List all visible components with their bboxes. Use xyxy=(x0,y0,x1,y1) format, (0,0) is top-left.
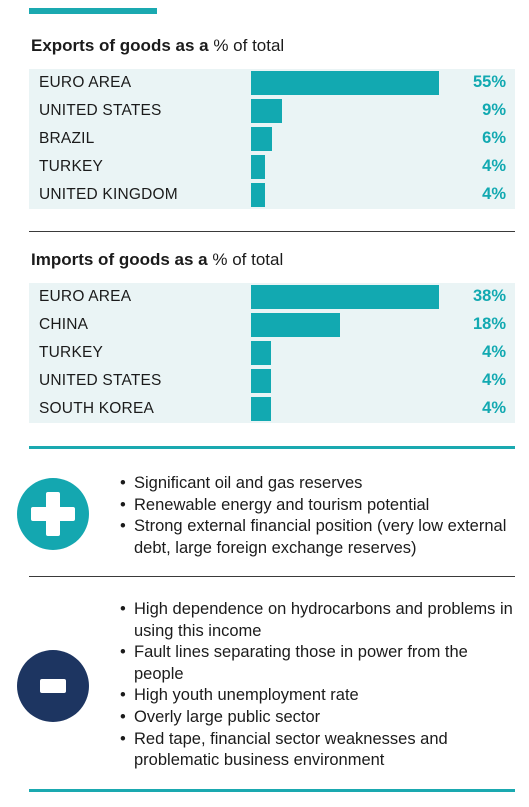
imports-title-rest: % of total xyxy=(212,250,284,269)
strengths-list: Significant oil and gas reserves Renewab… xyxy=(120,473,520,559)
imports-chart-title: Imports of goods as a % of total xyxy=(31,250,283,270)
exports-bar-table: EURO AREA 55% UNITED STATES 9% BRAZIL 6% TURKE… xyxy=(29,69,515,209)
bar xyxy=(251,285,439,309)
value-label: 4% xyxy=(482,185,506,203)
value-label: 4% xyxy=(482,399,506,417)
category-label: CHINA xyxy=(39,316,89,333)
category-label: TURKEY xyxy=(39,158,104,175)
section-divider xyxy=(29,231,515,232)
value-label: 6% xyxy=(482,129,506,147)
minus-icon xyxy=(17,650,89,722)
imports-title-bold: Imports of goods as a xyxy=(31,250,208,269)
bar xyxy=(251,341,271,365)
bar xyxy=(251,397,271,421)
weakness-item: Overly large public sector xyxy=(120,707,520,729)
bar-row: EURO AREA 38% xyxy=(29,283,515,311)
bar-row: BRAZIL 6% xyxy=(29,125,515,153)
exports-title-bold: Exports of goods as a xyxy=(31,36,209,55)
value-label: 18% xyxy=(472,315,506,333)
weakness-item: High youth unemployment rate xyxy=(120,685,520,707)
strength-item: Significant oil and gas reserves xyxy=(120,473,520,495)
value-label: 38% xyxy=(472,287,506,305)
value-label: 4% xyxy=(482,343,506,361)
category-label: EURO AREA xyxy=(39,74,132,91)
bar xyxy=(251,183,265,207)
strength-item: Strong external financial position (very… xyxy=(120,516,520,559)
bar-row: UNITED KINGDOM 4% xyxy=(29,181,515,209)
bar xyxy=(251,313,340,337)
exports-chart-title: Exports of goods as a % of total xyxy=(31,36,284,56)
value-label: 4% xyxy=(482,371,506,389)
weakness-item: Fault lines separating those in power fr… xyxy=(120,642,520,685)
category-label: BRAZIL xyxy=(39,130,95,147)
value-label: 55% xyxy=(472,73,506,91)
weaknesses-list: High dependence on hydrocarbons and prob… xyxy=(120,599,520,772)
bar-row: CHINA 18% xyxy=(29,311,515,339)
bar-row: TURKEY 4% xyxy=(29,339,515,367)
bar-row: UNITED STATES 9% xyxy=(29,97,515,125)
strength-item: Renewable energy and tourism potential xyxy=(120,495,520,517)
bar xyxy=(251,127,272,151)
weakness-item: High dependence on hydrocarbons and prob… xyxy=(120,599,520,642)
bar-row: SOUTH KOREA 4% xyxy=(29,395,515,423)
top-accent-bar xyxy=(29,8,157,14)
bottom-teal-rule xyxy=(29,789,515,792)
bar xyxy=(251,155,265,179)
bar-row: EURO AREA 55% xyxy=(29,69,515,97)
value-label: 9% xyxy=(482,101,506,119)
category-label: TURKEY xyxy=(39,344,104,361)
section-divider xyxy=(29,576,515,577)
exports-title-rest: % of total xyxy=(213,36,285,55)
bar xyxy=(251,71,439,95)
weakness-item: Red tape, financial sector weaknesses an… xyxy=(120,729,520,772)
category-label: SOUTH KOREA xyxy=(39,400,155,417)
value-label: 4% xyxy=(482,157,506,175)
category-label: UNITED STATES xyxy=(39,102,162,119)
bar-row: UNITED STATES 4% xyxy=(29,367,515,395)
bar xyxy=(251,369,271,393)
bar xyxy=(251,99,282,123)
bar-row: TURKEY 4% xyxy=(29,153,515,181)
plus-icon xyxy=(17,478,89,550)
category-label: EURO AREA xyxy=(39,288,132,305)
category-label: UNITED KINGDOM xyxy=(39,186,178,203)
imports-bar-table: EURO AREA 38% CHINA 18% TURKEY 4% UNITED STATE… xyxy=(29,283,515,423)
category-label: UNITED STATES xyxy=(39,372,162,389)
teal-divider xyxy=(29,446,515,449)
